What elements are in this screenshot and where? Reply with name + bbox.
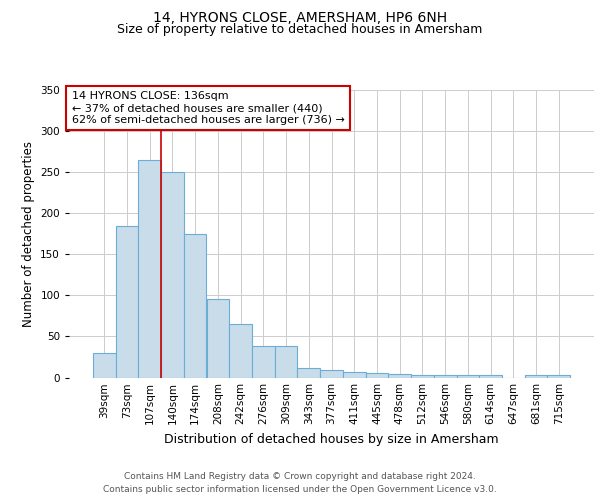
Bar [229, 324, 252, 378]
Bar [93, 353, 116, 378]
Bar [252, 346, 275, 378]
Bar [139, 160, 161, 378]
Bar [161, 172, 184, 378]
Bar [343, 372, 365, 378]
Text: Size of property relative to detached houses in Amersham: Size of property relative to detached ho… [118, 22, 482, 36]
Bar [411, 375, 434, 378]
Text: 14 HYRONS CLOSE: 136sqm
← 37% of detached houses are smaller (440)
62% of semi-d: 14 HYRONS CLOSE: 136sqm ← 37% of detache… [71, 92, 344, 124]
Bar [434, 375, 457, 378]
Text: Contains HM Land Registry data © Crown copyright and database right 2024.
Contai: Contains HM Land Registry data © Crown c… [103, 472, 497, 494]
Text: 14, HYRONS CLOSE, AMERSHAM, HP6 6NH: 14, HYRONS CLOSE, AMERSHAM, HP6 6NH [153, 11, 447, 25]
X-axis label: Distribution of detached houses by size in Amersham: Distribution of detached houses by size … [164, 433, 499, 446]
Bar [479, 375, 502, 378]
Bar [547, 375, 570, 378]
Bar [524, 375, 547, 378]
Y-axis label: Number of detached properties: Number of detached properties [22, 141, 35, 327]
Bar [457, 375, 479, 378]
Bar [116, 226, 139, 378]
Bar [298, 368, 320, 378]
Bar [388, 374, 411, 378]
Bar [365, 374, 388, 378]
Bar [206, 300, 229, 378]
Bar [184, 234, 206, 378]
Bar [320, 370, 343, 378]
Bar [275, 346, 298, 378]
